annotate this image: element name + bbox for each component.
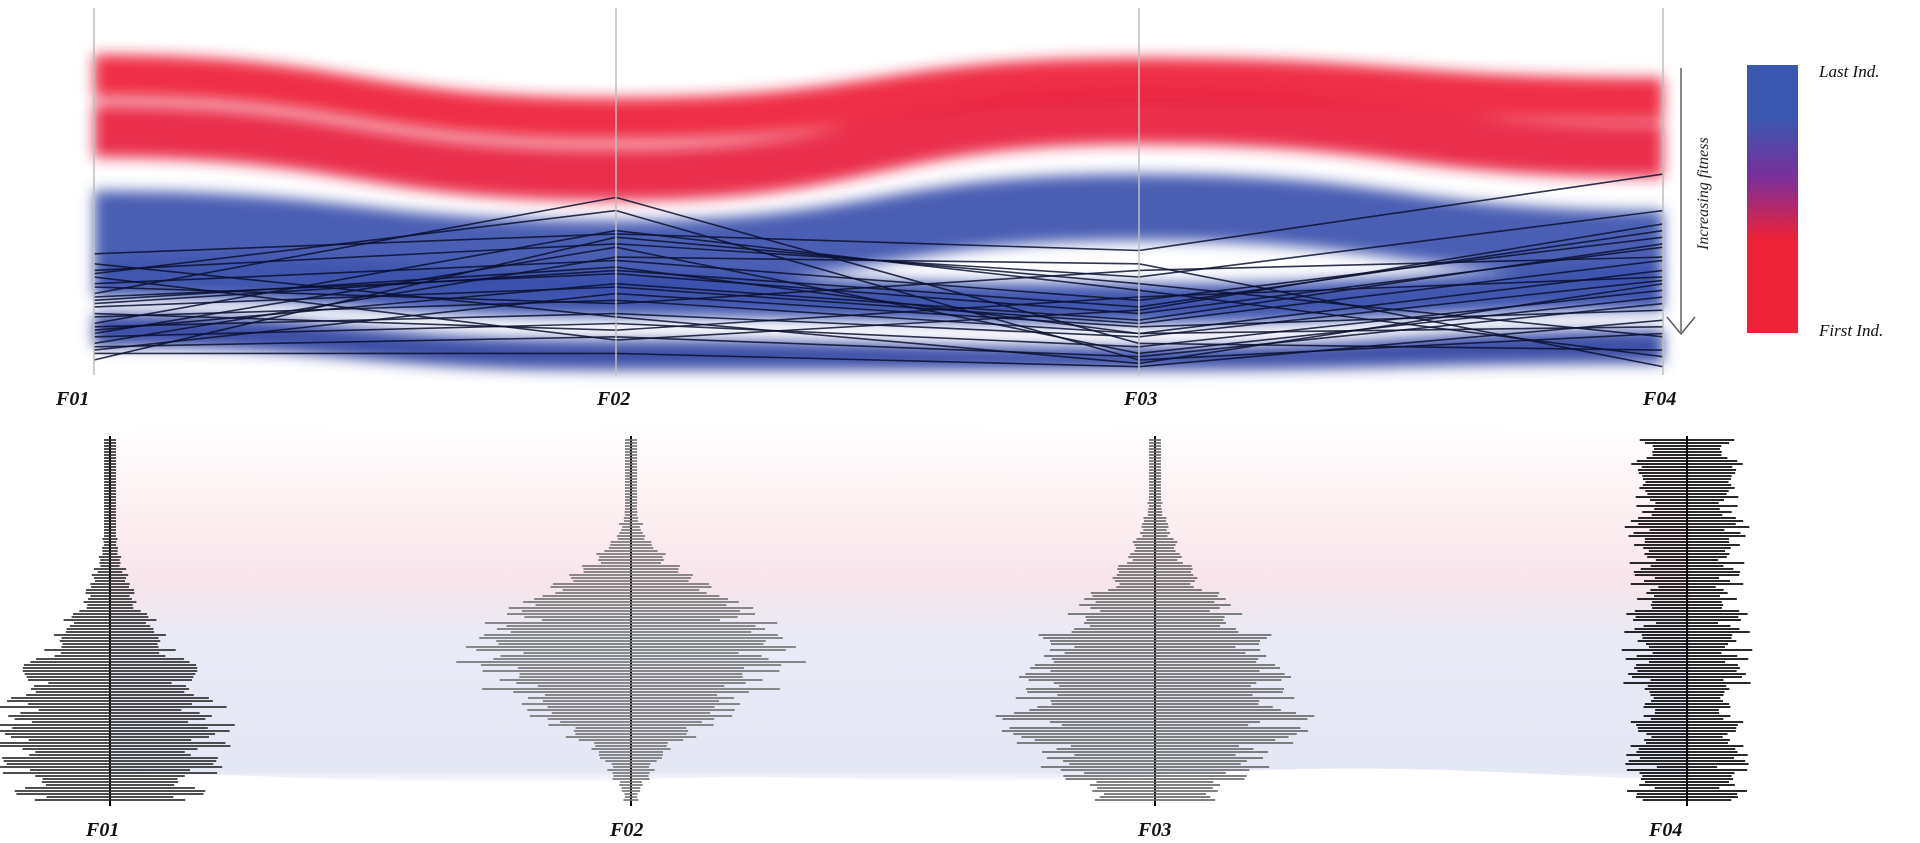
pc-line — [93, 243, 1664, 331]
legend-label-first-ind: First Ind. — [1818, 321, 1883, 340]
increasing-fitness-indicator: Increasing fitness — [1666, 68, 1712, 336]
pc-background-bands — [94, 54, 1663, 370]
pc-band — [94, 174, 1663, 287]
pc-axis-label-f03: F03 — [1123, 388, 1157, 410]
pc-line — [93, 263, 1664, 365]
parallel-coordinates-panel: F01 F02 F03 F04 — [55, 8, 1676, 410]
histogram-background-band — [108, 419, 1690, 783]
pc-band — [94, 91, 1663, 201]
pc-axis-label-f01: F01 — [55, 388, 89, 410]
pc-line — [93, 246, 1664, 315]
fitness-arrow-head — [1666, 316, 1696, 336]
histogram-panel: F01 F02 F03 F04 — [0, 419, 1753, 841]
pc-highlighted-lines — [93, 173, 1664, 368]
color-legend: Last Ind. First Ind. — [1747, 62, 1883, 340]
hist-axis-label-f01: F01 — [85, 819, 119, 841]
hist-axis-label-f03: F03 — [1137, 819, 1171, 841]
pc-line — [93, 236, 1664, 361]
pc-axes — [93, 8, 1664, 375]
color-legend-bar — [1747, 65, 1798, 333]
pc-line — [93, 256, 1664, 305]
pc-line — [94, 319, 1664, 368]
pc-band — [94, 54, 1663, 141]
pc-band — [94, 313, 1663, 370]
hist-axis-label-f02: F02 — [609, 819, 643, 841]
pc-axis-label-f02: F02 — [596, 388, 630, 410]
pc-line — [93, 173, 1664, 255]
histogram-bars — [0, 436, 1753, 806]
pc-line — [93, 259, 1664, 325]
pc-line — [93, 196, 1664, 351]
pc-axis-labels: F01 F02 F03 F04 — [55, 388, 1676, 410]
pc-line — [93, 229, 1664, 308]
legend-label-last-ind: Last Ind. — [1818, 62, 1879, 81]
pc-line — [93, 223, 1664, 341]
pc-line — [93, 292, 1664, 351]
pc-line — [93, 266, 1664, 335]
increasing-fitness-label: Increasing fitness — [1695, 137, 1712, 251]
hist-axis-label-f04: F04 — [1648, 819, 1682, 841]
pc-axis-label-f04: F04 — [1642, 388, 1676, 410]
hist-axis-labels: F01 F02 F03 F04 — [85, 819, 1682, 841]
